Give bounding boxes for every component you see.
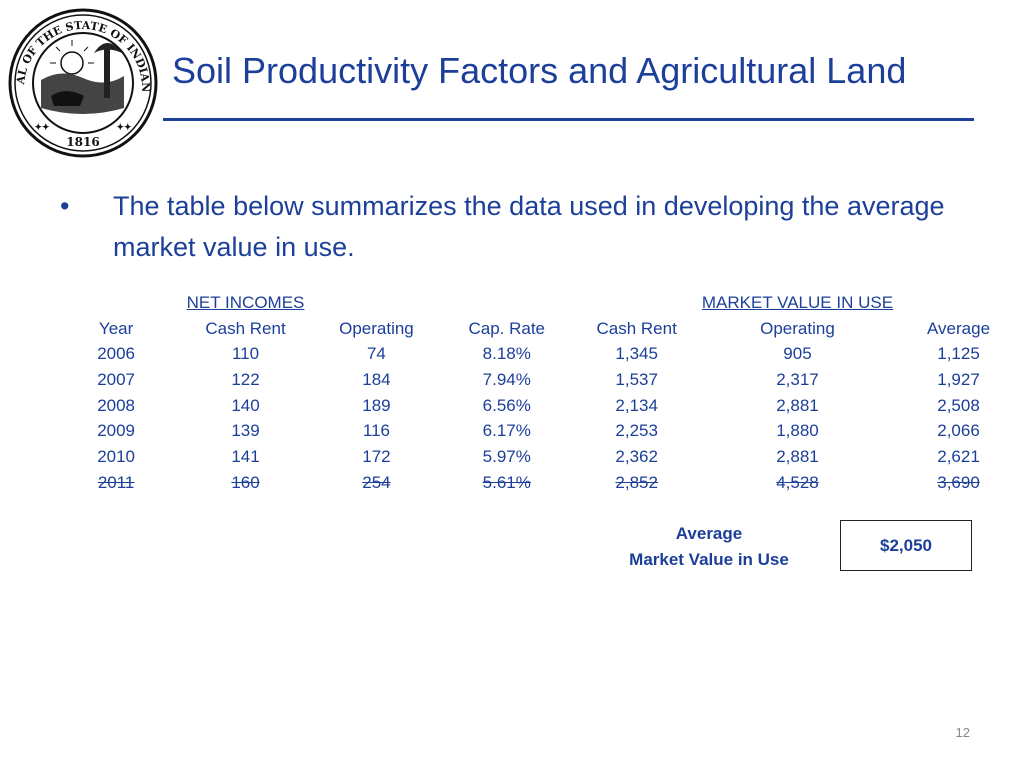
table-row: 2010 141 172 5.97% 2,362 2,881 2,621 <box>52 444 1024 470</box>
market-value-header: MARKET VALUE IN USE <box>701 292 894 312</box>
table-cell: 2,253 <box>615 421 658 441</box>
page-number: 12 <box>955 725 970 740</box>
year-cell: 2011 <box>97 472 135 492</box>
year-cell: 2006 <box>97 344 136 364</box>
table-cell: 189 <box>362 395 391 415</box>
table-cell: 139 <box>231 421 260 441</box>
group-header-row: NET INCOMES MARKET VALUE IN USE <box>52 290 1024 316</box>
table-cell: 4,528 <box>776 472 819 492</box>
table-cell: 6.56% <box>482 395 531 415</box>
struck-table-row: 2011 160 254 5.61% 2,852 4,528 3,690 <box>52 470 1024 496</box>
table-cell: 5.61% <box>482 472 531 492</box>
table-cell: 6.17% <box>482 421 531 441</box>
net-incomes-header: NET INCOMES <box>186 292 305 312</box>
table-cell: 184 <box>362 369 391 389</box>
year-cell: 2007 <box>97 369 136 389</box>
bullet-marker: • <box>60 191 70 221</box>
table-cell: 2,881 <box>776 395 819 415</box>
year-cell: 2008 <box>97 395 136 415</box>
indiana-state-seal-icon: SEAL OF THE STATE OF INDIANA 1816 ✦✦ ✦✦ <box>1 0 160 158</box>
column-header-net-operating: Operating <box>339 318 414 338</box>
svg-text:✦✦: ✦✦ <box>34 123 50 133</box>
table-row: 2008 140 189 6.56% 2,134 2,881 2,508 <box>52 393 1024 419</box>
svg-text:✦✦: ✦✦ <box>116 123 132 133</box>
table-cell: 160 <box>231 472 260 492</box>
table-cell: 2,508 <box>937 395 980 415</box>
table-cell: 1,880 <box>776 421 819 441</box>
table-cell: 5.97% <box>482 446 531 466</box>
table-cell: 141 <box>231 446 260 466</box>
column-header-mv-operating: Operating <box>760 318 835 338</box>
table-cell: 1,125 <box>937 344 980 364</box>
table-cell: 1,927 <box>937 369 980 389</box>
table-cell: 2,621 <box>937 446 980 466</box>
average-label-line2: Market Value in Use <box>629 550 789 569</box>
table-row: 2006 110 74 8.18% 1,345 905 1,125 <box>52 341 1024 367</box>
table-cell: 905 <box>783 344 812 364</box>
column-header-average: Average <box>927 318 991 338</box>
market-value-table: NET INCOMES MARKET VALUE IN USE Year Cas… <box>52 290 1024 496</box>
table-row: 2007 122 184 7.94% 1,537 2,317 1,927 <box>52 367 1024 393</box>
table-cell: 3,690 <box>937 472 980 492</box>
table-cell: 2,852 <box>615 472 658 492</box>
title-underline-divider <box>163 118 974 121</box>
table-cell: 116 <box>362 421 390 441</box>
slide-title: Soil Productivity Factors and Agricultur… <box>172 50 907 91</box>
table-cell: 2,066 <box>937 421 980 441</box>
column-header-cap-rate: Cap. Rate <box>468 318 546 338</box>
table-cell: 8.18% <box>482 344 531 364</box>
average-market-value-label: Average Market Value in Use <box>605 521 813 573</box>
table-cell: 1,345 <box>615 344 658 364</box>
bullet-text: The table below summarizes the data used… <box>113 191 945 262</box>
table-cell: 172 <box>362 446 391 466</box>
table-cell: 110 <box>231 344 260 364</box>
column-header-year: Year <box>98 318 134 338</box>
average-label-line1: Average <box>675 524 743 543</box>
table-cell: 140 <box>231 395 260 415</box>
average-market-value-box: $2,050 <box>840 520 972 571</box>
year-cell: 2009 <box>97 421 136 441</box>
column-header-mv-cash-rent: Cash Rent <box>596 318 677 338</box>
table-cell: 2,317 <box>776 369 819 389</box>
table-cell: 2,134 <box>615 395 658 415</box>
table-row: 2009 139 116 6.17% 2,253 1,880 2,066 <box>52 418 1024 444</box>
table-cell: 2,881 <box>776 446 819 466</box>
table-cell: 74 <box>366 344 386 364</box>
table-cell: 254 <box>362 472 391 492</box>
column-header-row: Year Cash Rent Operating Cap. Rate Cash … <box>52 316 1024 342</box>
average-market-value: $2,050 <box>880 535 932 555</box>
table-cell: 122 <box>231 369 260 389</box>
seal-year: 1816 <box>66 135 99 149</box>
table-cell: 7.94% <box>482 369 531 389</box>
year-cell: 2010 <box>97 446 136 466</box>
column-header-net-cash-rent: Cash Rent <box>205 318 286 338</box>
table-cell: 1,537 <box>615 369 658 389</box>
table-cell: 2,362 <box>615 446 658 466</box>
